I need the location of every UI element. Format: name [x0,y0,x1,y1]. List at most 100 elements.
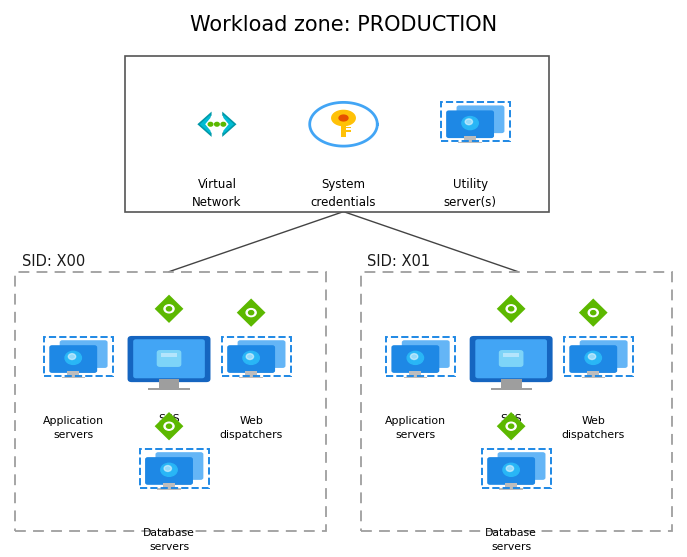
Polygon shape [155,295,183,323]
Text: Virtual
Network: Virtual Network [192,178,242,209]
Circle shape [166,307,172,311]
FancyBboxPatch shape [499,350,523,367]
Circle shape [503,463,519,476]
FancyBboxPatch shape [487,457,535,485]
Circle shape [161,463,177,476]
Bar [159,379,179,388]
FancyBboxPatch shape [475,339,547,378]
FancyBboxPatch shape [470,336,552,382]
Polygon shape [200,115,210,134]
Circle shape [166,424,172,428]
Circle shape [462,116,478,130]
Text: Utility
server(s): Utility server(s) [444,178,497,209]
Circle shape [243,351,259,364]
FancyBboxPatch shape [157,350,181,367]
Bar [582,377,605,378]
Bar [516,478,528,483]
Circle shape [257,349,264,355]
Bar [598,366,609,372]
Text: Database
servers: Database servers [485,528,537,551]
Bar [346,130,351,131]
Text: System
credentials: System credentials [311,178,376,209]
Bar [414,372,438,373]
Circle shape [506,305,516,313]
Text: SID: X01: SID: X01 [368,254,431,269]
FancyBboxPatch shape [49,345,97,373]
Circle shape [246,309,256,316]
Polygon shape [223,115,234,134]
Circle shape [310,97,377,151]
FancyBboxPatch shape [402,340,450,368]
Bar [62,377,85,378]
Circle shape [171,458,188,471]
Bar [67,371,79,377]
Polygon shape [339,115,348,121]
Bar [174,478,185,483]
Bar [409,371,421,377]
Circle shape [221,123,225,126]
Circle shape [164,466,172,471]
FancyBboxPatch shape [227,345,275,373]
Circle shape [472,111,488,125]
Circle shape [591,311,596,315]
Circle shape [588,354,596,359]
Text: SID: X00: SID: X00 [22,254,85,269]
FancyBboxPatch shape [128,336,210,382]
Text: Database
servers: Database servers [143,528,195,551]
Bar [404,377,427,378]
FancyBboxPatch shape [503,353,519,357]
Polygon shape [497,412,526,441]
Polygon shape [237,299,265,327]
Bar [157,488,181,490]
Circle shape [76,346,92,359]
Circle shape [164,305,174,313]
Circle shape [249,311,254,315]
Circle shape [174,461,182,466]
FancyBboxPatch shape [145,457,193,485]
Circle shape [508,307,514,311]
Circle shape [588,309,598,316]
Circle shape [418,346,434,359]
Circle shape [508,424,514,428]
Bar [475,131,486,137]
Circle shape [421,349,428,355]
Circle shape [475,114,483,120]
FancyBboxPatch shape [124,56,549,212]
Bar [78,366,89,372]
Bar [148,388,190,390]
FancyBboxPatch shape [133,339,205,378]
Circle shape [517,461,524,466]
Text: Web
dispatchers: Web dispatchers [220,417,283,439]
Bar [458,141,482,143]
FancyBboxPatch shape [161,353,177,357]
Circle shape [214,123,219,126]
Bar [491,388,532,390]
Bar [420,366,431,372]
Circle shape [465,119,473,125]
Circle shape [599,349,606,355]
FancyBboxPatch shape [238,340,286,368]
Bar [505,483,517,488]
Bar [499,488,523,490]
Circle shape [68,354,76,359]
Bar [72,372,95,373]
Polygon shape [579,299,607,327]
Bar [501,379,521,388]
Circle shape [506,422,516,430]
FancyBboxPatch shape [446,110,494,138]
Text: SCS: SCS [158,414,180,424]
Polygon shape [497,295,526,323]
Bar [510,483,533,485]
Circle shape [596,346,612,359]
FancyBboxPatch shape [570,345,617,373]
Bar [163,483,175,488]
FancyBboxPatch shape [580,340,628,368]
Bar [256,366,267,372]
Bar [168,483,191,485]
Circle shape [164,422,174,430]
Circle shape [407,351,423,364]
Text: Application
servers: Application servers [385,417,446,439]
Bar [250,372,273,373]
FancyBboxPatch shape [392,345,439,373]
Polygon shape [223,111,236,137]
